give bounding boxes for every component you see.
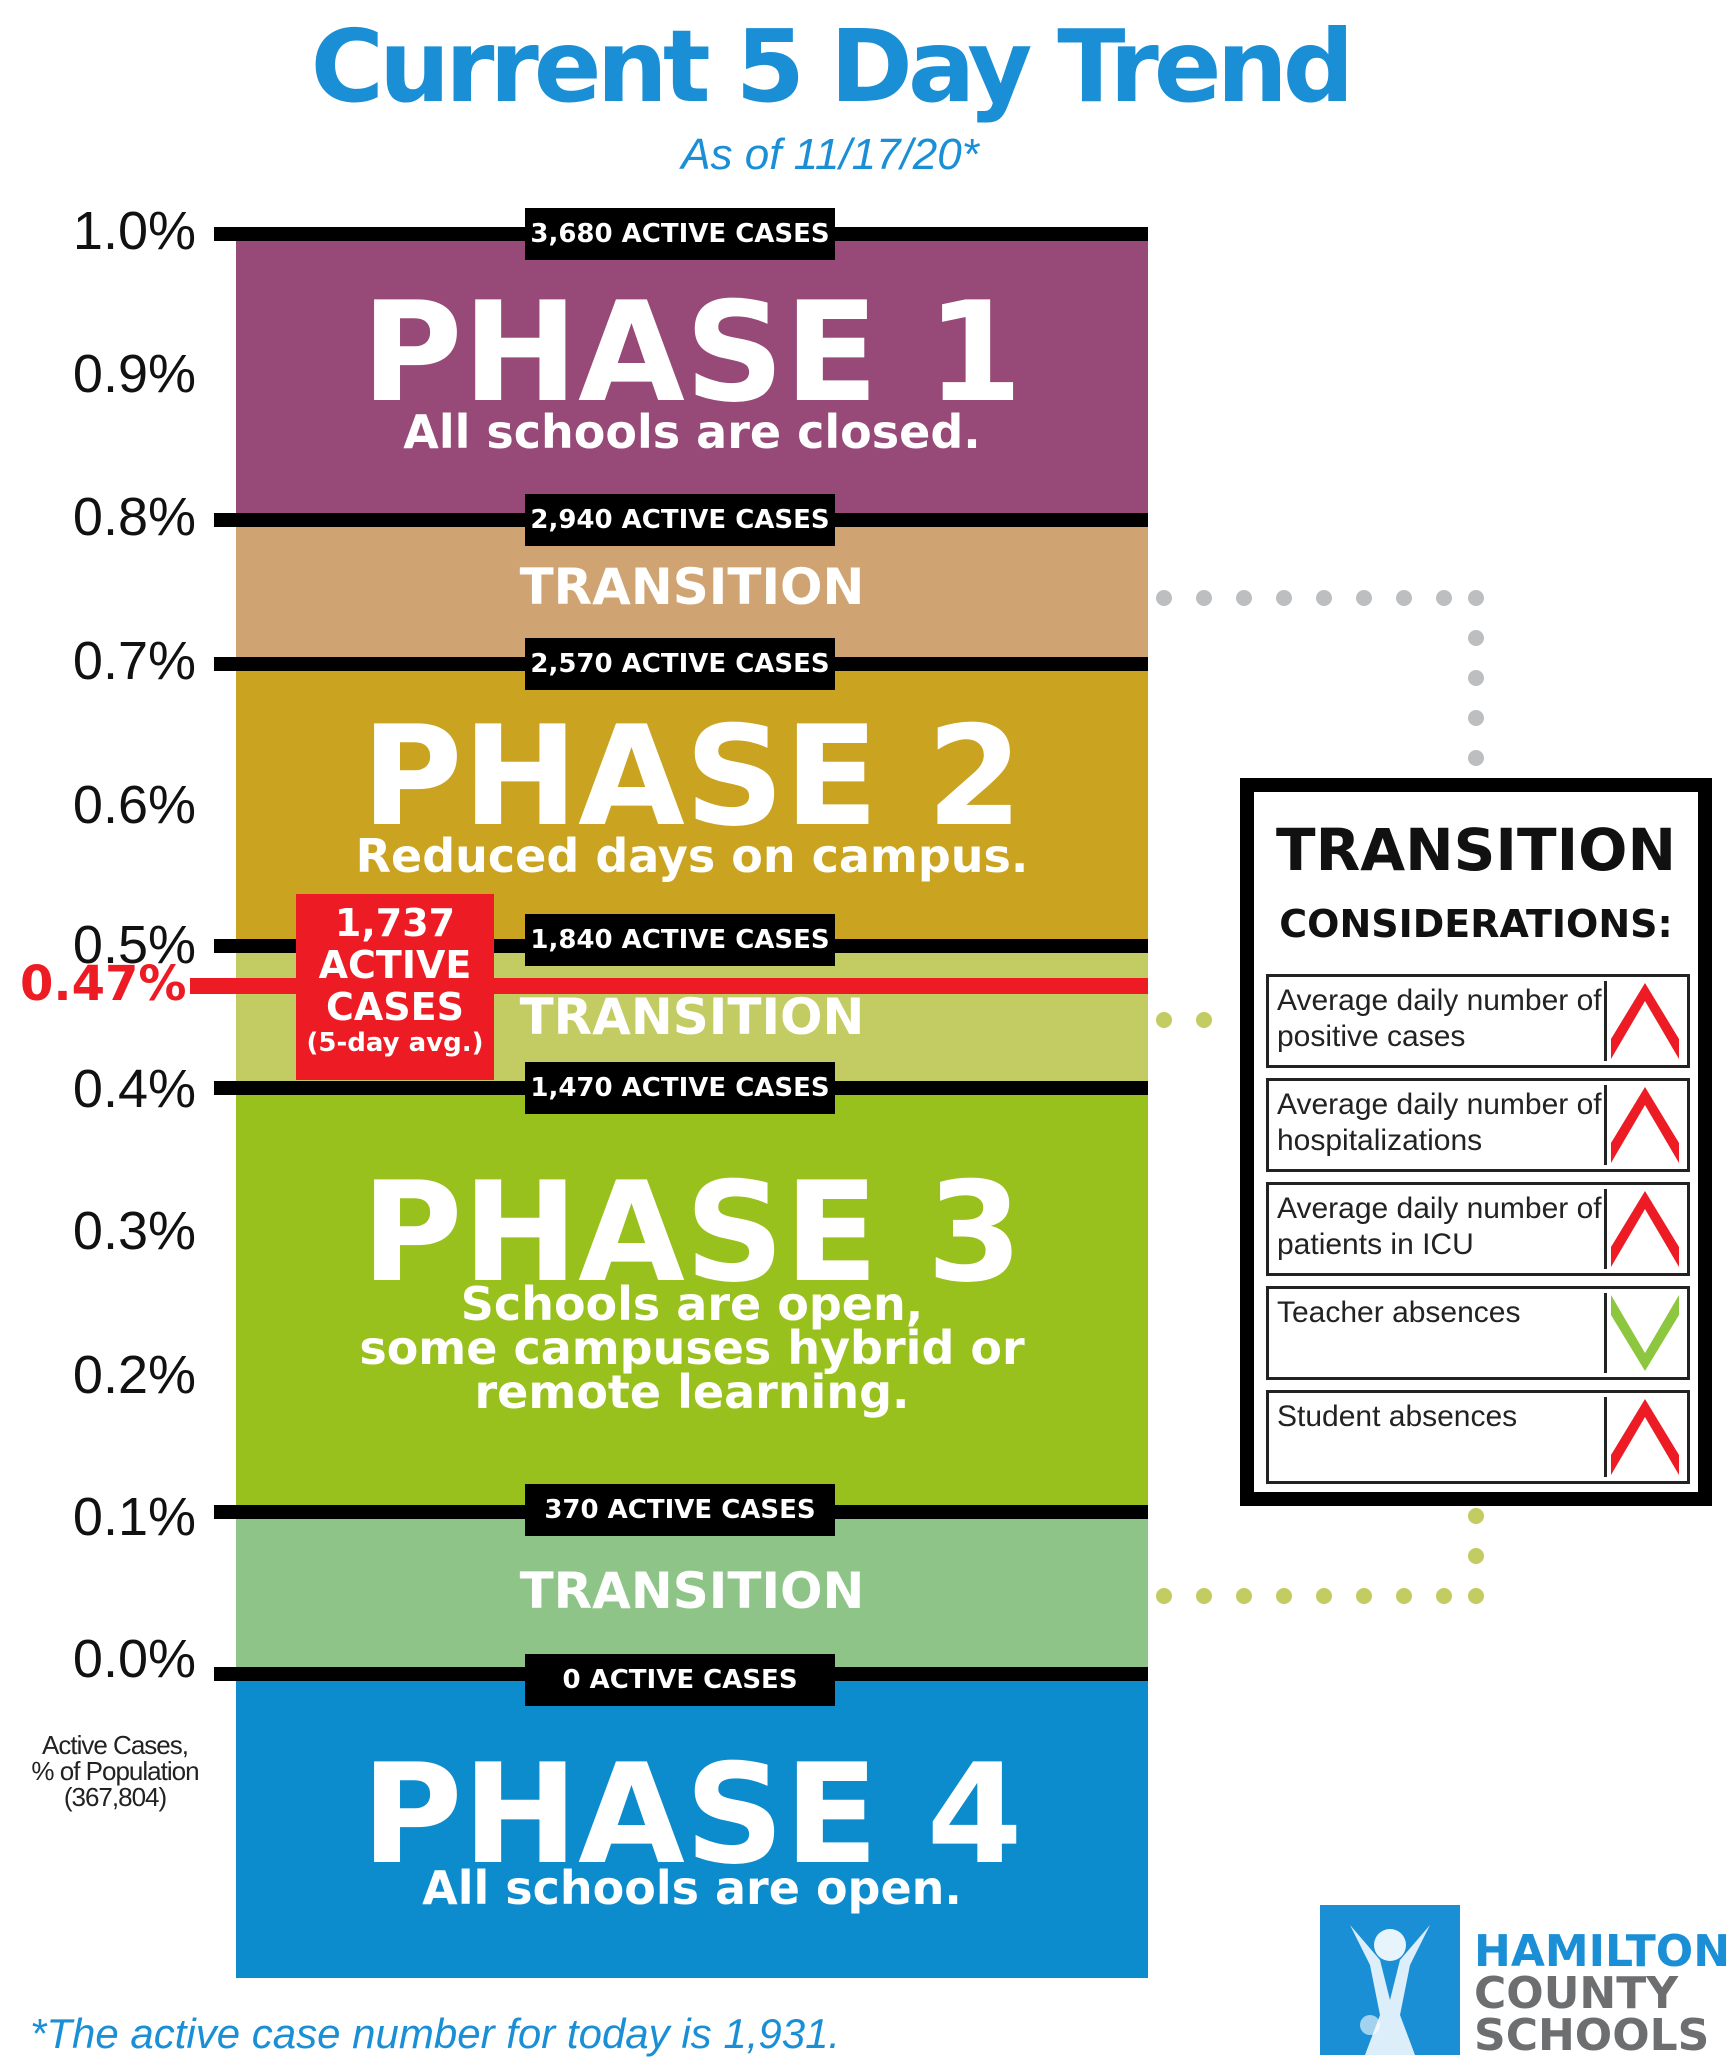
phase4-desc: All schools are open.	[422, 1861, 962, 1915]
consideration-row: Average daily number of patients in ICU	[1266, 1182, 1690, 1276]
logo-line-schools: SCHOOLS	[1474, 2010, 1710, 2061]
dot	[1468, 1548, 1484, 1564]
phase3-title: PHASE 3	[361, 1152, 1023, 1313]
y-tick: 0.1%	[72, 1487, 196, 1547]
dot	[1468, 630, 1484, 646]
dot	[1196, 1588, 1212, 1604]
dot	[1276, 590, 1292, 606]
page-subtitle: As of 11/17/20*	[681, 130, 979, 179]
y-axis-caption-line: Active Cases,	[42, 1730, 189, 1760]
transition-low-band	[236, 1512, 1148, 1674]
y-tick: 0.9%	[72, 344, 196, 404]
dot	[1468, 750, 1484, 766]
dot	[1236, 1588, 1252, 1604]
logo-mark	[1320, 1905, 1460, 2055]
considerations-subtitle: CONSIDERATIONS:	[1279, 902, 1673, 946]
y-tick: 0.7%	[72, 631, 196, 691]
considerations-panel: TRANSITION CONSIDERATIONS: Average daily…	[1240, 778, 1712, 1506]
dot	[1316, 1588, 1332, 1604]
dot	[1468, 1588, 1484, 1604]
phase1-title: PHASE 1	[361, 272, 1023, 433]
dot	[1468, 670, 1484, 686]
dot	[1468, 590, 1484, 606]
dot	[1196, 590, 1212, 606]
threshold-label: 1,840 ACTIVE CASES	[525, 914, 835, 966]
trend-up-icon	[1604, 1189, 1683, 1269]
dot	[1196, 1012, 1212, 1028]
callout-line: ACTIVE	[318, 943, 472, 987]
page-title: Current 5 Day Trend	[310, 8, 1355, 125]
dot	[1276, 1588, 1292, 1604]
trend-up-icon	[1604, 1397, 1683, 1477]
y-tick: 1.0%	[72, 201, 196, 261]
logo-figure-icon	[1350, 1925, 1430, 2055]
dot	[1356, 1588, 1372, 1604]
consideration-label: Teacher absences	[1277, 1296, 1521, 1329]
trend-down-icon	[1604, 1293, 1683, 1373]
dot	[1156, 590, 1172, 606]
callout-number: 1,737	[334, 901, 456, 945]
y-tick: 0.6%	[72, 775, 196, 835]
phase3-desc-line: some campuses hybrid or	[359, 1321, 1025, 1375]
dot	[1156, 1012, 1172, 1028]
considerations-title: TRANSITION	[1276, 816, 1676, 884]
dot	[1468, 710, 1484, 726]
consideration-row: Student absences	[1266, 1390, 1690, 1484]
transition-top-label: TRANSITION	[519, 558, 865, 616]
trend-up-icon	[1604, 1085, 1683, 1165]
consideration-row: Average daily number of positive cases	[1266, 974, 1690, 1068]
phase3-desc-line: remote learning.	[474, 1365, 910, 1419]
threshold-label: 3,680 ACTIVE CASES	[525, 208, 835, 260]
consideration-label: Average daily number of hospitalizations	[1277, 1088, 1602, 1157]
dot	[1316, 590, 1332, 606]
threshold-label: 370 ACTIVE CASES	[525, 1484, 835, 1536]
logo-line-county: COUNTY	[1474, 1968, 1679, 2019]
dot	[1396, 590, 1412, 606]
transition-mid-label: TRANSITION	[519, 988, 865, 1046]
phase3-desc-line: Schools are open,	[460, 1277, 924, 1331]
y-tick: 0.8%	[72, 487, 196, 547]
phase1-desc: All schools are closed.	[403, 405, 981, 459]
consideration-label: Average daily number of positive cases	[1277, 984, 1602, 1053]
y-tick: 0.2%	[72, 1345, 196, 1405]
footnote: *The active case number for today is 1,9…	[30, 2010, 841, 2057]
dot	[1436, 1588, 1452, 1604]
phase3-band	[236, 1088, 1148, 1512]
phase2-desc: Reduced days on campus.	[355, 829, 1029, 883]
y-tick: 0.4%	[72, 1059, 196, 1119]
dot	[1436, 590, 1452, 606]
y-tick: 0.0%	[72, 1629, 196, 1689]
dot	[1156, 1588, 1172, 1604]
callout-note: (5-day avg.)	[306, 1028, 484, 1058]
y-tick: 0.3%	[72, 1201, 196, 1261]
dot	[1356, 590, 1372, 606]
y-tick: 0.5%	[72, 915, 196, 975]
dot	[1236, 590, 1252, 606]
transition-low-label: TRANSITION	[519, 1562, 865, 1620]
y-axis-caption-line: (367,804)	[63, 1782, 167, 1812]
dot	[1468, 1508, 1484, 1524]
current-value-label: 0.47%	[20, 956, 187, 1012]
trend-up-icon	[1604, 981, 1683, 1061]
threshold-label: 0 ACTIVE CASES	[525, 1654, 835, 1706]
consideration-label: Student absences	[1277, 1400, 1518, 1433]
logo-line-hamilton: HAMILTON	[1474, 1926, 1728, 1977]
threshold-label: 1,470 ACTIVE CASES	[525, 1062, 835, 1114]
callout-line: CASES	[326, 985, 464, 1029]
consideration-row: Average daily number of hospitalizations	[1266, 1078, 1690, 1172]
phase2-title: PHASE 2	[361, 696, 1023, 857]
phase4-band	[236, 1674, 1148, 1978]
consideration-row: Teacher absences	[1266, 1286, 1690, 1380]
phase1-band	[236, 236, 1148, 520]
y-axis-caption: Active Cases, % of Population (367,804)	[0, 1732, 230, 1810]
y-axis-caption-line: % of Population	[31, 1756, 199, 1786]
threshold-label: 2,940 ACTIVE CASES	[525, 494, 835, 546]
current-cases-callout: 1,737 ACTIVE CASES (5-day avg.)	[296, 894, 494, 1080]
dot	[1396, 1588, 1412, 1604]
consideration-label: Average daily number of patients in ICU	[1277, 1192, 1602, 1261]
phase4-title: PHASE 4	[361, 1734, 1023, 1895]
threshold-label: 2,570 ACTIVE CASES	[525, 638, 835, 690]
